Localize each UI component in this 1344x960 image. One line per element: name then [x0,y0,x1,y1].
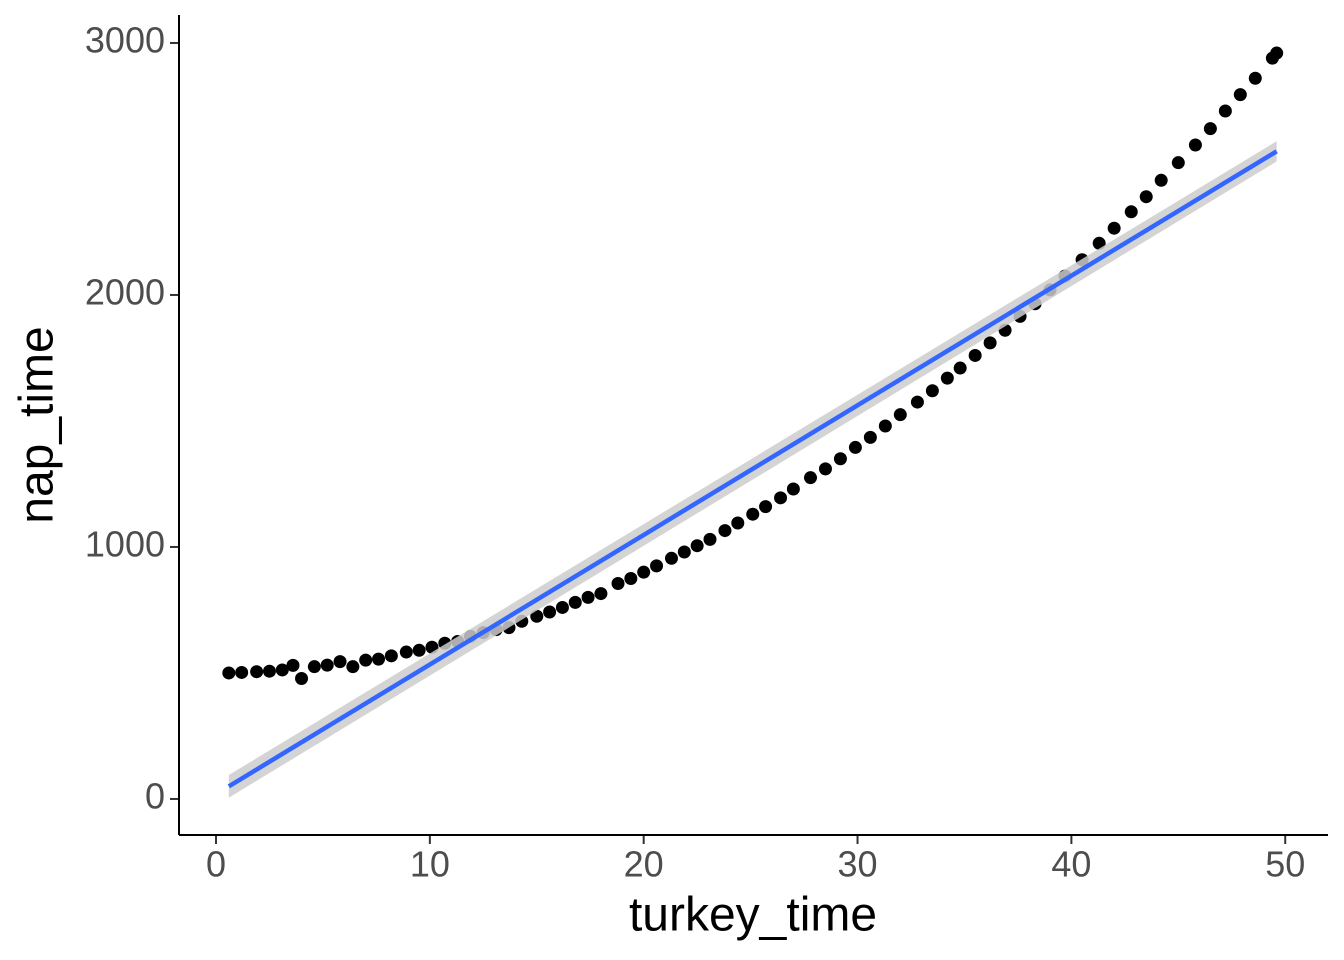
point [690,539,704,553]
point [611,577,625,591]
point [250,665,264,679]
x-tick-label: 20 [624,844,664,885]
point [624,571,638,585]
point [594,587,608,601]
y-tick-label: 3000 [85,19,165,60]
y-tick-label: 0 [145,775,165,816]
point [320,658,334,672]
point [703,532,717,546]
x-tick-label: 50 [1265,844,1305,885]
point [650,559,664,573]
y-axis-title: nap_time [11,326,64,523]
point [759,500,773,514]
point [1154,173,1168,187]
point [412,643,426,657]
point [925,384,939,398]
point [262,664,276,678]
point [384,649,398,663]
point [968,348,982,362]
point [399,645,413,659]
x-tick-label: 40 [1051,844,1091,885]
point [333,655,347,669]
fit-line [227,149,1278,789]
point [222,666,236,680]
point [637,565,651,579]
point [543,605,557,619]
x-tick-label: 0 [206,844,226,885]
y-tick-label: 2000 [85,271,165,312]
point [568,595,582,609]
point [1218,104,1232,118]
point [372,652,386,666]
point [295,672,309,686]
point [1171,156,1185,170]
point [910,395,924,409]
y-tick-label: 1000 [85,523,165,564]
point [664,551,678,565]
point [878,419,892,433]
point [1092,236,1106,250]
point [848,440,862,454]
point [953,361,967,375]
point [731,516,745,530]
point [555,600,569,614]
point [275,663,289,677]
point [581,590,595,604]
point [235,665,249,679]
point [863,430,877,444]
point [1270,46,1284,60]
point [307,660,321,674]
point [1107,221,1121,235]
point [983,336,997,350]
point [346,660,360,674]
x-axis-title: turkey_time [629,889,877,942]
point [774,491,788,505]
point [940,371,954,385]
point [1139,190,1153,204]
point [1188,138,1202,152]
point [746,507,760,521]
x-tick-label: 10 [410,844,450,885]
point [1124,205,1138,219]
point [833,452,847,466]
point [286,658,300,672]
point [893,408,907,422]
point [718,524,732,538]
point [1233,88,1247,102]
point [1203,122,1217,136]
point [677,545,691,559]
x-tick-label: 30 [838,844,878,885]
point [803,471,817,485]
point [818,462,832,476]
point [530,609,544,623]
point [786,482,800,496]
point [1248,71,1262,85]
point [359,653,373,667]
